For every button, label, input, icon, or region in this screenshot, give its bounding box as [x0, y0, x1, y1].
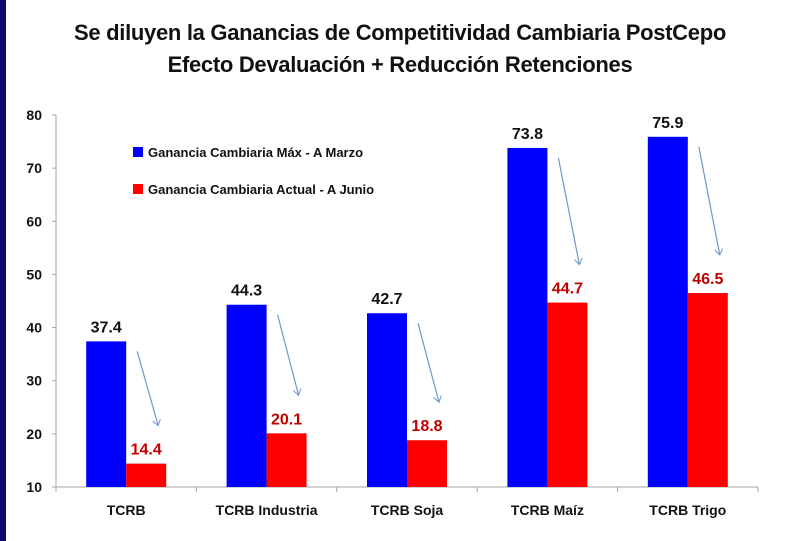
- data-label-marzo: 42.7: [371, 291, 402, 308]
- bar-marzo: [507, 147, 548, 487]
- y-tick-label: 80: [26, 107, 42, 123]
- bar-marzo: [226, 304, 267, 487]
- legend-label: Ganancia Cambiaria Máx - A Marzo: [148, 145, 363, 160]
- data-label-junio: 20.1: [271, 411, 302, 428]
- chart-subtitle: Efecto Devaluación + Reducción Retencion…: [167, 52, 633, 77]
- legend-swatch: [133, 184, 143, 194]
- y-tick-label: 10: [26, 479, 42, 495]
- chart-title: Se diluyen la Ganancias de Competitivida…: [74, 20, 726, 45]
- bar-marzo: [647, 136, 688, 487]
- legend-label: Ganancia Cambiaria Actual - A Junio: [148, 182, 374, 197]
- y-tick-label: 30: [26, 373, 42, 389]
- bar-marzo: [86, 341, 127, 487]
- x-tick-label: TCRB Soja: [371, 502, 444, 518]
- decline-arrow: [417, 323, 442, 404]
- bar-junio: [547, 302, 588, 487]
- data-label-junio: 18.8: [411, 418, 442, 435]
- x-tick-label: TCRB Trigo: [649, 502, 726, 518]
- left-accent-band: [0, 0, 6, 541]
- bar-junio: [266, 433, 307, 487]
- x-tick-label: TCRB Industria: [216, 502, 318, 518]
- bar-marzo: [367, 313, 407, 487]
- decline-arrow: [557, 157, 583, 266]
- data-label-junio: 14.4: [131, 442, 162, 459]
- decline-arrow: [698, 146, 724, 256]
- bar-junio: [126, 463, 167, 487]
- legend-swatch: [133, 147, 143, 157]
- data-label-marzo: 75.9: [652, 115, 683, 132]
- data-label-junio: 46.5: [692, 271, 723, 288]
- y-tick-label: 50: [26, 266, 42, 282]
- bar-junio: [687, 293, 728, 487]
- y-tick-label: 40: [26, 320, 42, 336]
- bar-junio: [407, 440, 447, 487]
- y-tick-label: 60: [26, 213, 42, 229]
- decline-arrow: [277, 314, 302, 397]
- y-tick-label: 70: [26, 160, 42, 176]
- data-label-marzo: 37.4: [91, 319, 122, 336]
- x-tick-label: TCRB: [107, 502, 146, 518]
- data-label-marzo: 73.8: [512, 126, 543, 143]
- data-label-junio: 44.7: [552, 281, 583, 298]
- x-tick-label: TCRB Maíz: [511, 502, 584, 518]
- data-label-marzo: 44.3: [231, 283, 262, 300]
- decline-arrow: [136, 351, 161, 427]
- y-tick-label: 20: [26, 426, 42, 442]
